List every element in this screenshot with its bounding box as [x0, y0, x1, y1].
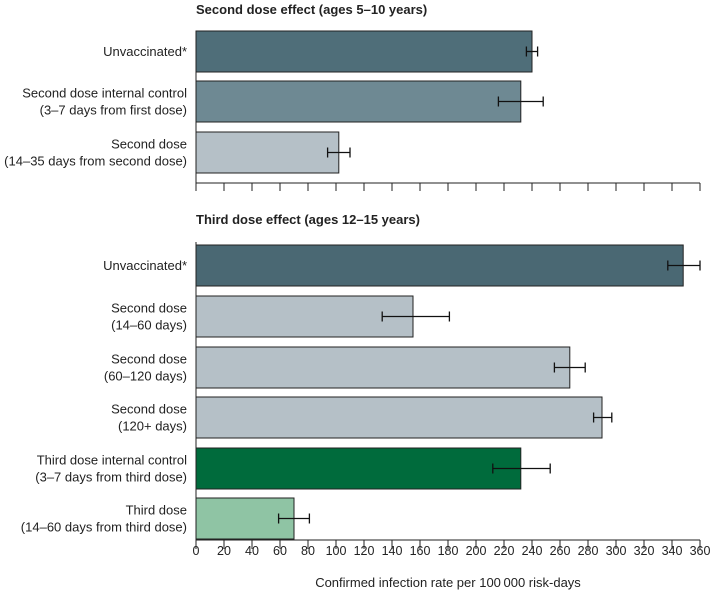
category-label: Third dose — [126, 503, 187, 518]
tick-label: 40 — [245, 544, 259, 558]
x-axis-title: Confirmed infection rate per 100 000 ris… — [315, 575, 581, 590]
category-label: (3–7 days from third dose) — [35, 470, 187, 485]
category-label: (60–120 days) — [104, 369, 187, 384]
category-label: (3–7 days from first dose) — [40, 103, 187, 118]
bar — [195, 346, 571, 389]
bar — [195, 447, 522, 490]
tick-label: 0 — [193, 544, 200, 558]
tick-label: 140 — [382, 544, 403, 558]
tick-label: 220 — [494, 544, 515, 558]
tick-label: 260 — [550, 544, 571, 558]
bar — [195, 244, 684, 287]
panel-title: Third dose effect (ages 12–15 years) — [196, 212, 420, 227]
tick-label: 60 — [273, 544, 287, 558]
category-label: Unvaccinated* — [103, 44, 187, 59]
tick-label: 280 — [578, 544, 599, 558]
category-label: (14–60 days from third dose) — [21, 520, 187, 535]
tick-label: 180 — [438, 544, 459, 558]
tick-label: 240 — [522, 544, 543, 558]
tick-label: 160 — [410, 544, 431, 558]
category-label: Second dose — [111, 402, 187, 417]
tick-label: 200 — [466, 544, 487, 558]
category-label: Second dose — [111, 137, 187, 152]
tick-label: 360 — [690, 544, 711, 558]
tick-label: 120 — [354, 544, 375, 558]
tick-label: 340 — [662, 544, 683, 558]
panel-title: Second dose effect (ages 5–10 years) — [196, 2, 427, 17]
category-label: Second dose internal control — [22, 86, 187, 101]
tick-label: 80 — [301, 544, 315, 558]
bar — [195, 30, 533, 73]
tick-label: 20 — [217, 544, 231, 558]
tick-label: 320 — [634, 544, 655, 558]
category-label: Second dose — [111, 301, 187, 316]
tick-label: 100 — [326, 544, 347, 558]
category-label: (14–35 days from second dose) — [4, 154, 187, 169]
bar — [195, 295, 414, 338]
bar — [195, 396, 603, 439]
tick-label: 300 — [606, 544, 627, 558]
category-label: Third dose internal control — [37, 453, 187, 468]
category-label: (120+ days) — [118, 419, 187, 434]
category-label: Unvaccinated* — [103, 258, 187, 273]
bar — [195, 80, 522, 123]
bar — [195, 131, 340, 174]
category-label: (14–60 days) — [111, 318, 187, 333]
category-label: Second dose — [111, 352, 187, 367]
